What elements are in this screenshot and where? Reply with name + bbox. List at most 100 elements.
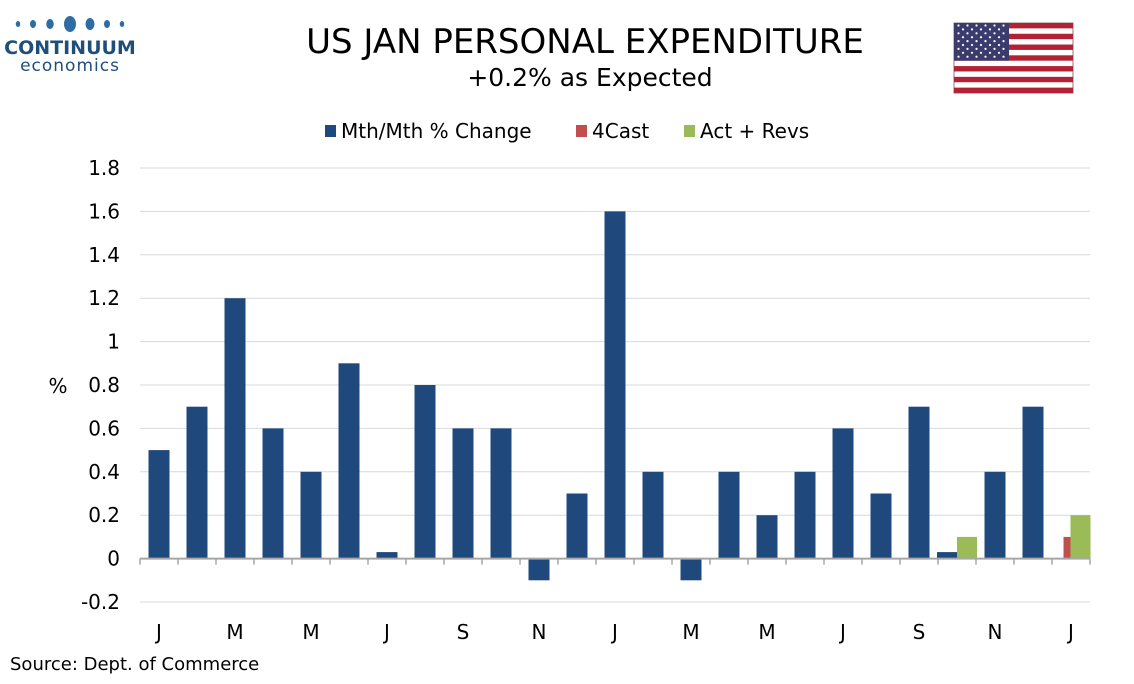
flag-star: [961, 51, 965, 54]
flag-stripe: [954, 55, 1073, 61]
x-tick-label: N: [532, 620, 547, 644]
legend-swatch: [684, 125, 695, 137]
x-tick-label: M: [682, 620, 699, 644]
flag-star: [984, 40, 987, 43]
chart-subtitle: +0.2% as Expected: [467, 63, 712, 92]
brand-name: CONTINUUM: [4, 37, 136, 59]
flag-star: [1002, 24, 1005, 27]
flag-star: [993, 47, 996, 51]
brand-logo: CONTINUUM economics: [4, 16, 136, 76]
bar: [452, 428, 474, 559]
bar: [642, 471, 664, 559]
flag-star: [966, 24, 969, 27]
bar: [186, 406, 208, 559]
legend-label: Act + Revs: [700, 119, 809, 143]
legend-label: 4Cast: [592, 119, 649, 143]
flag-star: [988, 28, 992, 31]
flag-star: [993, 24, 996, 27]
y-tick-label: 0.2: [88, 503, 120, 527]
flag-star: [961, 36, 965, 39]
y-tick-label: 0.6: [88, 416, 120, 440]
flag-star: [988, 51, 992, 54]
bar: [794, 471, 816, 559]
flag-star: [966, 47, 969, 51]
x-tick-label: J: [1066, 620, 1074, 644]
flag-star: [979, 51, 983, 54]
flag-star: [984, 55, 987, 58]
flag-star: [993, 55, 996, 58]
x-tick-label: N: [988, 620, 1003, 644]
flag-star: [970, 36, 974, 39]
x-tick-label: S: [913, 620, 926, 644]
flag-star: [997, 36, 1001, 39]
flag-star: [1002, 47, 1005, 51]
flag-star: [984, 24, 987, 27]
flag-star: [1002, 40, 1005, 43]
flag-star: [957, 40, 960, 43]
flag-star: [961, 43, 965, 47]
flag-star: [961, 28, 965, 31]
flag-stripe: [954, 33, 1073, 40]
bar: [566, 493, 588, 559]
flag-star: [997, 51, 1001, 54]
flag-star: [984, 47, 987, 51]
bar: [984, 471, 1006, 559]
bar: [528, 558, 550, 581]
flag-star: [957, 47, 960, 51]
bar: [832, 428, 854, 559]
y-tick-label: 0.8: [88, 373, 120, 397]
flag-star: [979, 43, 983, 47]
flag-star: [979, 28, 983, 31]
flag-star: [988, 36, 992, 39]
flag-star: [997, 43, 1001, 47]
legend-swatch: [325, 125, 336, 137]
flag-star: [975, 55, 978, 58]
x-tick-label: J: [382, 620, 390, 644]
logo-dot: [104, 20, 110, 28]
bar: [870, 493, 892, 559]
x-tick-label: M: [226, 620, 243, 644]
chart-legend: Mth/Mth % Change 4Cast Act + Revs: [325, 119, 809, 143]
bar: [1063, 536, 1071, 559]
flag-star: [957, 55, 960, 58]
bar: [376, 552, 398, 559]
logo-dots-icon: [15, 16, 125, 32]
bar: [300, 471, 322, 559]
brand-sub: economics: [20, 56, 120, 76]
source-note: Source: Dept. of Commerce: [10, 654, 259, 675]
y-axis-ticks: -0.2 0 0.2 0.4 0.6 0.8 1 1.2 1.4 1.6 1.8: [81, 156, 120, 614]
flag-star: [970, 43, 974, 47]
logo-dot: [85, 18, 95, 30]
y-tick-label: 1: [107, 330, 120, 354]
x-tick-label: S: [457, 620, 470, 644]
bar: [414, 385, 436, 559]
flag-stripe: [954, 44, 1073, 50]
flag-star: [993, 32, 996, 35]
logo-dot: [46, 19, 54, 29]
bar: [224, 298, 246, 559]
legend-swatch: [576, 125, 587, 137]
y-tick-label: 1.2: [88, 286, 120, 310]
bar: [1022, 406, 1044, 559]
flag-stripe: [954, 23, 1073, 29]
bar: [937, 552, 957, 559]
flag-star: [979, 36, 983, 39]
flag-star: [1002, 55, 1005, 58]
y-tick-label: -0.2: [81, 590, 120, 614]
bar: [718, 471, 740, 559]
x-tick-label: J: [154, 620, 162, 644]
bars: [148, 211, 1091, 581]
flag-star: [975, 32, 978, 35]
y-tick-label: 1.6: [88, 199, 120, 223]
bar: [680, 558, 702, 581]
flag-star: [975, 24, 978, 27]
flag-stripe: [954, 66, 1073, 72]
bar: [1070, 515, 1091, 559]
logo-dot: [64, 16, 76, 32]
flag-star: [966, 32, 969, 35]
flag-stripe: [954, 87, 1073, 93]
flag-star: [1002, 32, 1005, 35]
y-tick-label: 0.4: [88, 460, 120, 484]
